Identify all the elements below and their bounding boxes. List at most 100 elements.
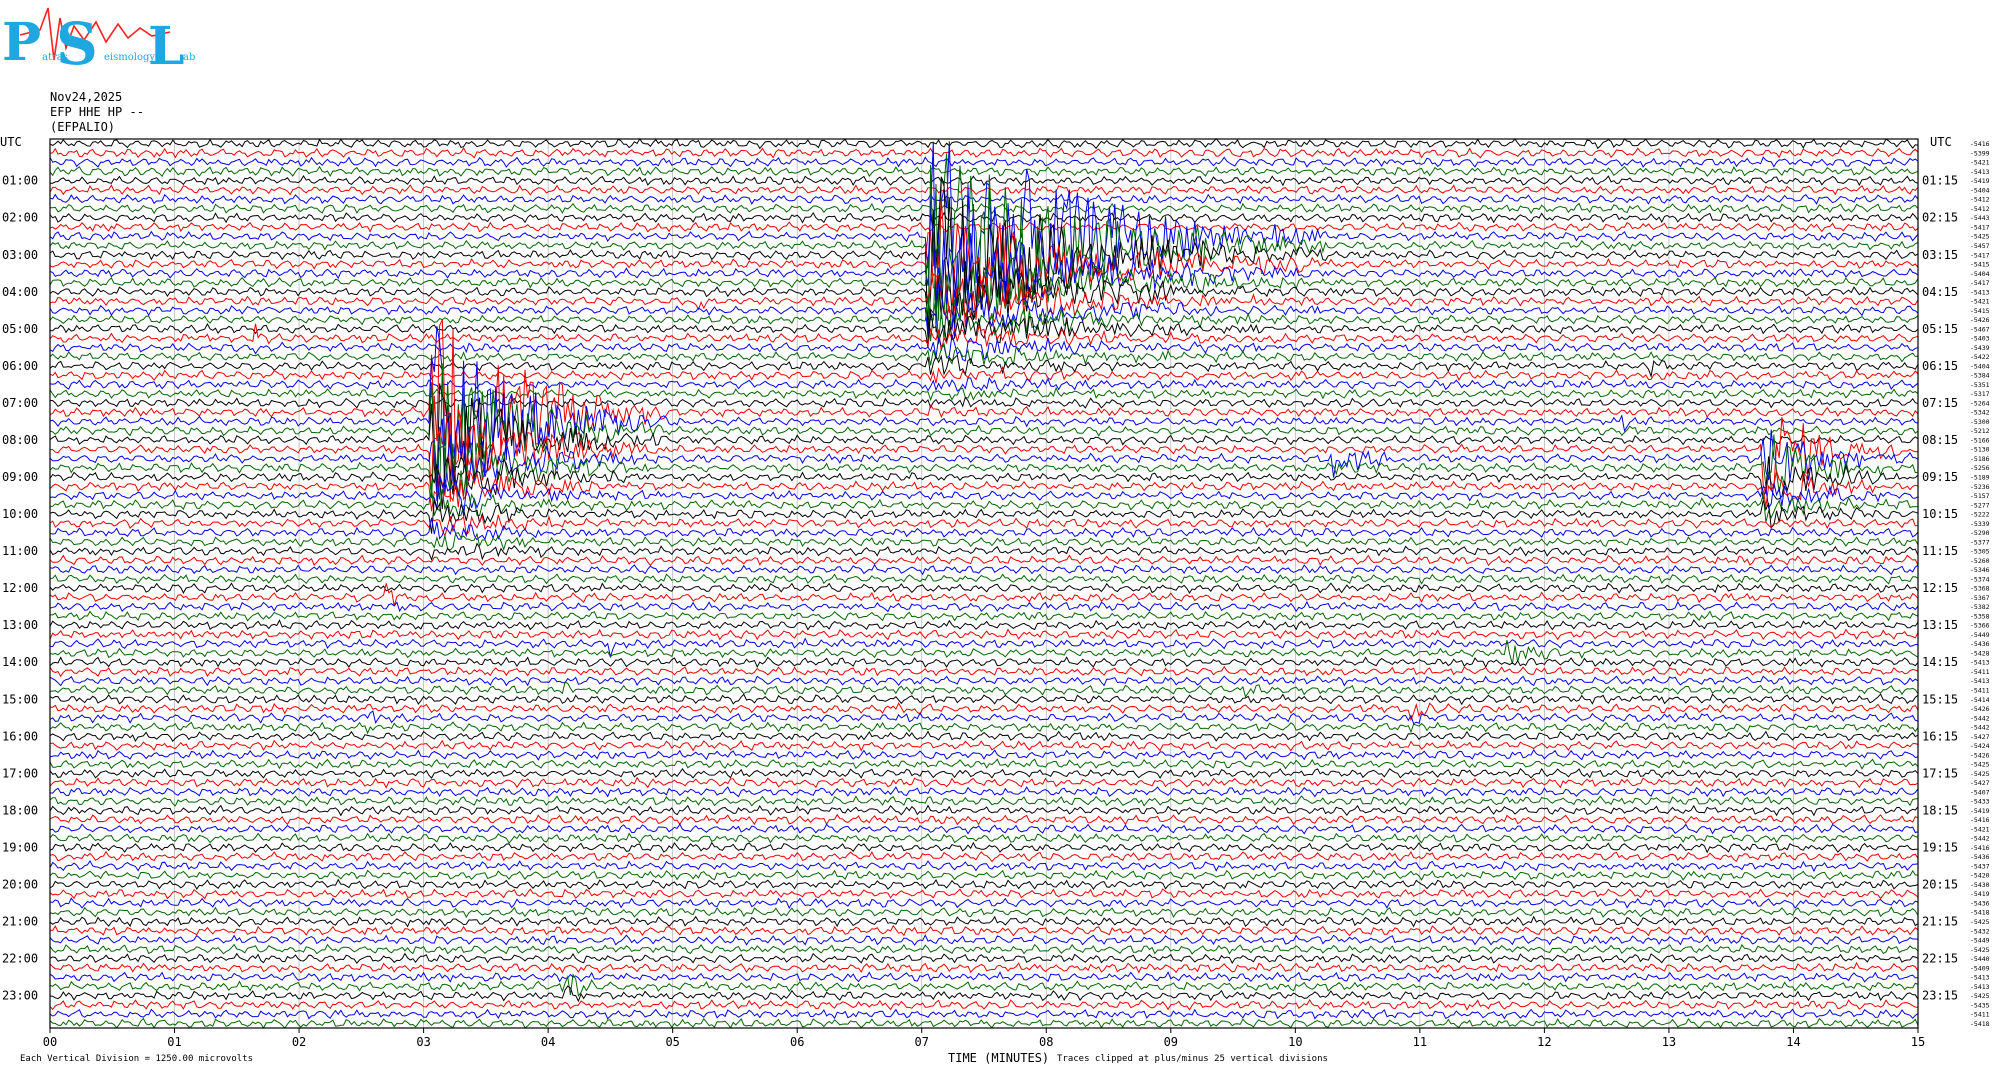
trace-row-7 — [49, 202, 1919, 215]
logo-waveform — [19, 7, 171, 61]
trace-row-61 — [49, 702, 1919, 722]
trace-row-95 — [49, 1017, 1919, 1030]
trace-row-34 — [49, 418, 1919, 502]
row-mean-label: -5130 — [1970, 446, 1990, 454]
row-mean-label: -5413 — [1970, 677, 1990, 685]
row-mean-label: -5449 — [1970, 937, 1990, 945]
trace-row-87 — [49, 943, 1919, 955]
x-tick-label: 11 — [1413, 1035, 1427, 1049]
row-mean-label: -5222 — [1970, 511, 1990, 519]
row-mean-label: -5419 — [1970, 807, 1990, 815]
trace-row-84 — [49, 915, 1919, 928]
row-mean-label: -5277 — [1970, 501, 1990, 509]
right-hour-label: 23:15 — [1922, 989, 1958, 1003]
row-mean-label: -5415 — [1970, 307, 1990, 315]
trace-row-6 — [49, 193, 1919, 205]
row-mean-label: -5377 — [1970, 538, 1990, 546]
row-mean-label: -5440 — [1970, 955, 1990, 963]
right-hour-label: 04:15 — [1922, 285, 1958, 299]
x-tick-label: 01 — [167, 1035, 181, 1049]
trace-row-47 — [49, 573, 1919, 585]
row-mean-label: -5290 — [1970, 529, 1990, 537]
right-axis-title: UTC — [1930, 135, 1952, 149]
row-mean-label: -5416 — [1970, 140, 1990, 148]
trace-row-60 — [49, 693, 1919, 706]
header-station: (EFPALIO) — [50, 120, 115, 134]
trace-row-42 — [49, 517, 1919, 541]
trace-row-83 — [49, 906, 1919, 919]
left-hour-label: 01:00 — [2, 174, 38, 188]
right-hour-label: 22:15 — [1922, 952, 1958, 966]
row-mean-label: -5442 — [1970, 714, 1990, 722]
left-hour-label: 22:00 — [2, 952, 38, 966]
logo-word-1: atras — [42, 52, 68, 63]
trace-row-53 — [49, 628, 1919, 641]
trace-row-13 — [49, 199, 1919, 314]
trace-row-46 — [49, 563, 1919, 576]
left-hour-label: 15:00 — [2, 692, 38, 706]
trace-row-39 — [49, 488, 1919, 523]
left-hour-label: 13:00 — [2, 618, 38, 632]
x-axis-label: TIME (MINUTES) — [948, 1051, 1049, 1065]
row-mean-label: -5413 — [1970, 974, 1990, 982]
trace-row-31 — [49, 363, 1919, 500]
row-mean-label: -5442 — [1970, 724, 1990, 732]
right-hour-label: 02:15 — [1922, 211, 1958, 225]
row-mean-label: -5300 — [1970, 418, 1990, 426]
left-hour-label: 07:00 — [2, 396, 38, 410]
right-hour-labels: 01:15 02:15 03:15 04:15 05:15 06:15 07:15 08:15… — [1922, 174, 1958, 1003]
row-mean-label: -5420 — [1970, 872, 1990, 880]
row-mean-labels: -5416-5399-5421-5413-5419-5404-5412-5412… — [1970, 140, 1990, 1028]
row-mean-label: -5403 — [1970, 335, 1990, 343]
trace-row-63 — [49, 721, 1919, 735]
row-mean-label: -5425 — [1970, 992, 1990, 1000]
right-hour-label: 08:15 — [1922, 433, 1958, 447]
row-mean-label: -5435 — [1970, 1001, 1990, 1009]
left-hour-label: 18:00 — [2, 803, 38, 817]
left-axis-title: UTC — [0, 135, 22, 149]
trace-row-79 — [49, 869, 1919, 881]
trace-row-41 — [49, 514, 1919, 538]
left-hour-labels: 01:00 02:00 03:00 04:00 05:00 06:00 07:00 08:00… — [2, 174, 38, 1003]
row-mean-label: -5404 — [1970, 362, 1990, 370]
right-hour-label: 20:15 — [1922, 877, 1958, 891]
row-mean-label: -5368 — [1970, 585, 1990, 593]
trace-row-3 — [49, 165, 1919, 178]
trace-row-33 — [50, 395, 1919, 496]
x-tick-labels: 00 01 02 03 04 05 06 07 08 09 10 11 12 13 14 15 — [43, 1028, 1925, 1049]
trace-row-89 — [49, 961, 1919, 974]
trace-row-36 — [49, 455, 1919, 510]
trace-row-4 — [50, 174, 1919, 187]
right-hour-label: 14:15 — [1922, 655, 1958, 669]
x-tick-label: 05 — [665, 1035, 679, 1049]
trace-row-86 — [49, 934, 1919, 946]
logo-word-2: eismology — [104, 52, 155, 63]
trace-row-0 — [49, 137, 1919, 150]
row-mean-label: -5413 — [1970, 659, 1990, 667]
trace-row-26 — [49, 376, 1919, 392]
row-mean-label: -5411 — [1970, 668, 1990, 676]
x-tick-label: 12 — [1537, 1035, 1551, 1049]
row-mean-label: -5432 — [1970, 927, 1990, 935]
row-mean-label: -5424 — [1970, 742, 1990, 750]
trace-row-57 — [49, 665, 1919, 678]
trace-row-70 — [49, 786, 1919, 798]
logo-letter-l: L — [148, 16, 185, 77]
row-mean-label: -5305 — [1970, 548, 1990, 556]
right-hour-label: 19:15 — [1922, 840, 1958, 854]
trace-row-22 — [49, 334, 1919, 362]
x-tick-label: 03 — [416, 1035, 430, 1049]
left-hour-label: 04:00 — [2, 285, 38, 299]
x-tick-label: 02 — [292, 1035, 306, 1049]
left-hour-label: 11:00 — [2, 544, 38, 558]
row-mean-label: -5236 — [1970, 483, 1990, 491]
row-mean-label: -5367 — [1970, 594, 1990, 602]
trace-row-58 — [49, 675, 1919, 687]
trace-row-64 — [49, 730, 1919, 743]
row-mean-label: -5413 — [1970, 168, 1990, 176]
trace-row-52 — [49, 619, 1919, 631]
right-hour-label: 11:15 — [1922, 544, 1958, 558]
logo-word-3: ab — [183, 52, 195, 63]
row-mean-label: -5427 — [1970, 733, 1990, 741]
trace-row-29 — [49, 319, 1919, 502]
